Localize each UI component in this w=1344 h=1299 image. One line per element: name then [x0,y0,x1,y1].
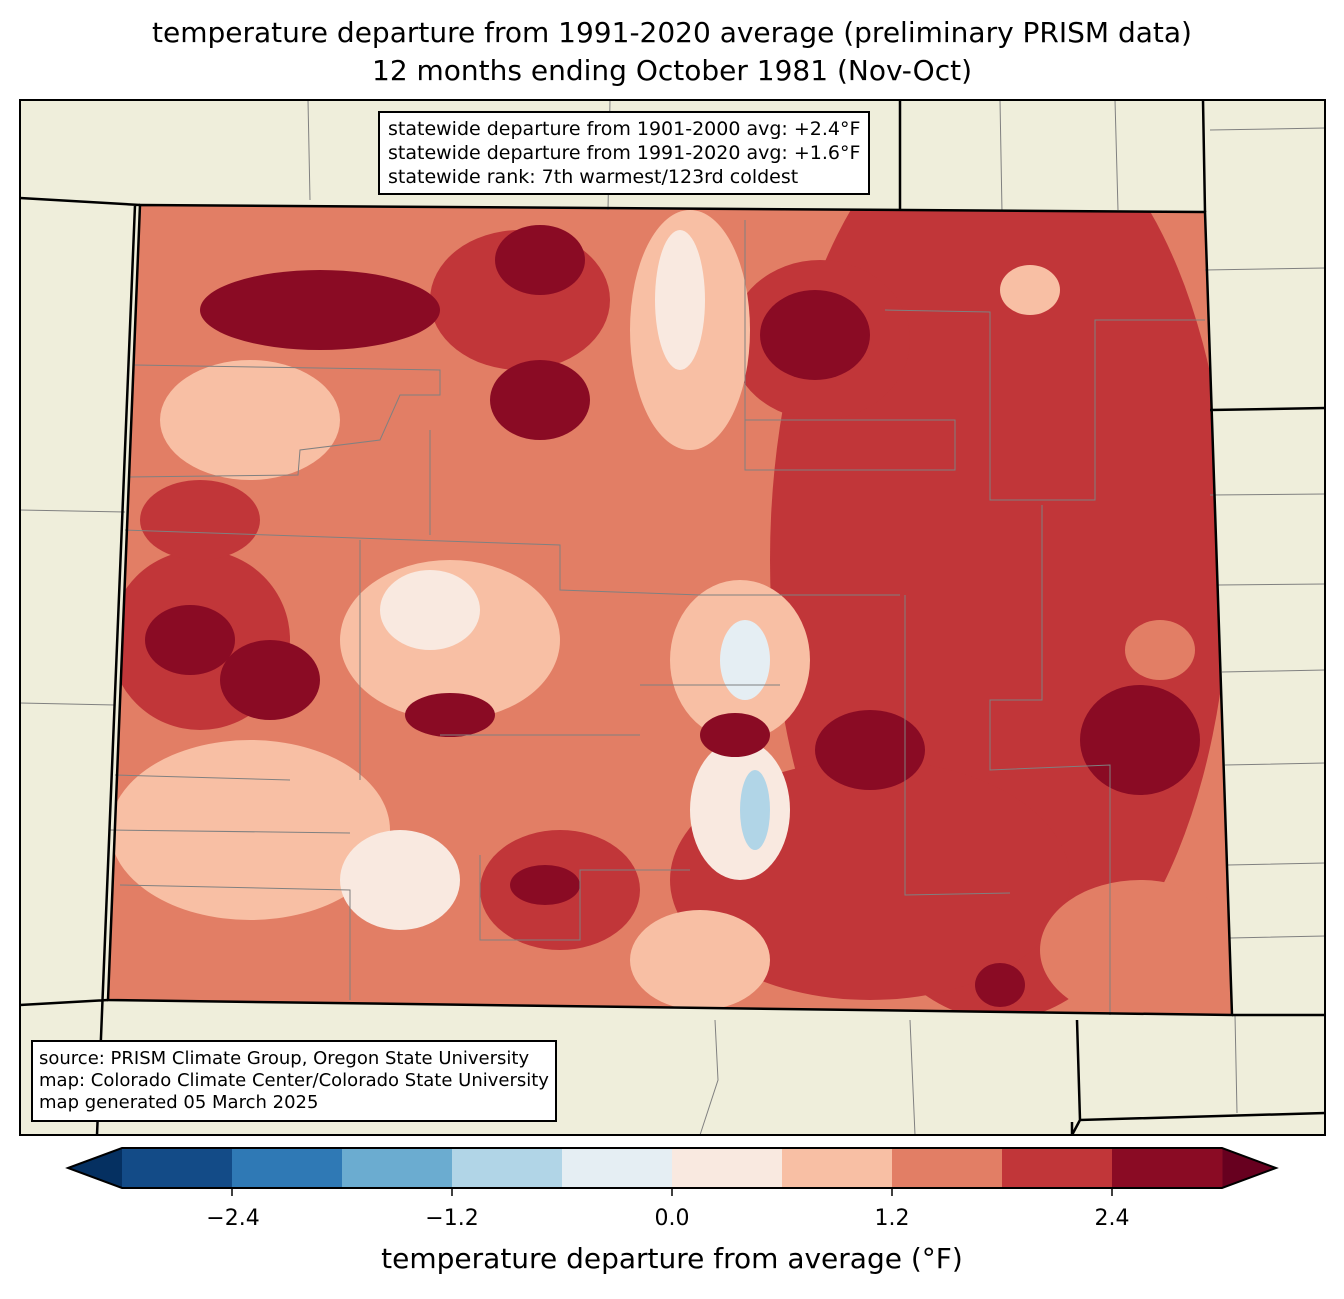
map-title: temperature departure from 1991-2020 ave… [152,16,1192,49]
colorbar-tick-label: 1.2 [874,1206,910,1231]
colorbar-segment [232,1148,343,1188]
colorbar-under-extension [68,1148,122,1188]
colorbar-segment [892,1148,1003,1188]
map-subtitle: 12 months ending October 1981 (Nov-Oct) [372,54,972,87]
map-credit-line: map: Colorado Climate Center/Colorado St… [39,1070,549,1091]
colorbar-segment [1112,1148,1223,1188]
colorbar-over-extension [1222,1148,1276,1188]
state-boundaries [19,99,1326,1136]
colorado-departure-field [108,205,1232,1015]
colorbar-segment [782,1148,893,1188]
county-boundaries [19,99,1326,1136]
colorbar-tick-label: 0.0 [654,1206,690,1231]
map-frame [19,99,1326,1136]
colorbar-segment [672,1148,783,1188]
stat-1991-2020: statewide departure from 1991-2020 avg: … [388,142,861,164]
colorbar-tick-label: −1.2 [425,1206,479,1231]
colorbar-segment [122,1148,233,1188]
colorbar-outline [65,1147,1279,1189]
source-line: source: PRISM Climate Group, Oregon Stat… [39,1048,530,1069]
generated-date-line: map generated 05 March 2025 [39,1092,319,1113]
colorbar [65,1147,1279,1196]
stat-rank: statewide rank: 7th warmest/123rd coldes… [388,166,799,188]
colorbar-tick-label: 2.4 [1094,1206,1130,1231]
source-box: source: PRISM Climate Group, Oregon Stat… [31,1040,557,1122]
statewide-stats-box: statewide departure from 1901-2000 avg: … [378,111,871,195]
colorbar-tick-label: −2.4 [206,1206,260,1231]
colorbar-label: temperature departure from average (°F) [381,1242,963,1275]
colorbar-segment [342,1148,453,1188]
colorbar-segment [562,1148,673,1188]
colorbar-segment [452,1148,563,1188]
colorbar-segment [1002,1148,1113,1188]
stat-1901-2000: statewide departure from 1901-2000 avg: … [388,118,861,140]
